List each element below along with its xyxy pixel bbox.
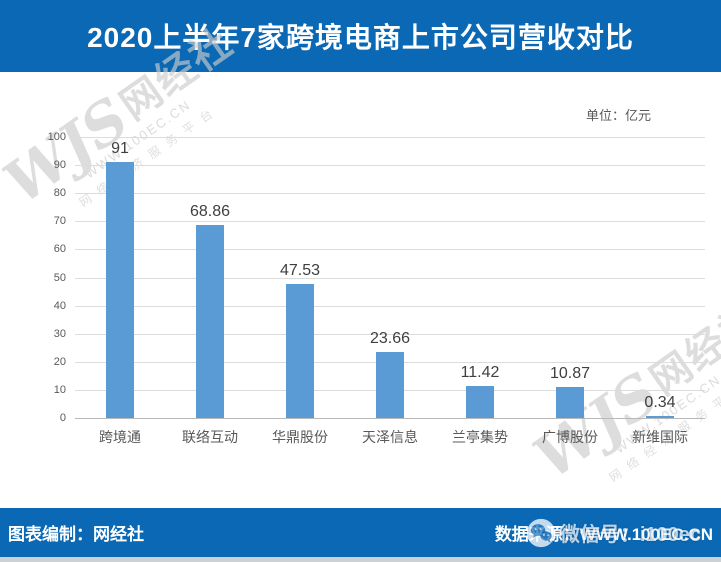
bar-column: 11.42 兰亭集势	[435, 137, 525, 445]
bar-value-label: 23.66	[369, 329, 411, 347]
bar-column: 68.86 联络互动	[165, 137, 255, 445]
header-bar: 2020上半年7家跨境电商上市公司营收对比	[0, 0, 721, 72]
chart-area: WJS 网经社 WWW.100EC.CN 网络经济服务平台 WJS 网经社 WW…	[0, 21, 721, 508]
footer-credit: 图表编制：网经社	[8, 525, 144, 544]
bar	[466, 385, 494, 418]
wechat-icon	[526, 518, 555, 547]
bar	[286, 284, 314, 418]
y-tick-label: 100	[47, 131, 66, 143]
wechat-overlay: 微信号：i100ec	[526, 518, 701, 548]
category-label: 天泽信息	[362, 429, 418, 445]
y-tick-label: 50	[53, 271, 66, 284]
gridline	[75, 193, 705, 195]
category-label: 华鼎股份	[272, 429, 328, 445]
y-tick-label: 90	[53, 159, 66, 172]
category-label: 兰亭集势	[452, 429, 508, 445]
page-title: 2020上半年7家跨境电商上市公司营收对比	[87, 22, 634, 53]
gridline	[75, 137, 705, 138]
y-tick-label: 0	[59, 412, 66, 424]
bar-value-label: 0.34	[644, 394, 676, 411]
bar	[196, 224, 224, 418]
y-tick-label: 40	[53, 299, 66, 312]
bar-value-label: 10.87	[549, 365, 591, 383]
wechat-id-label: 微信号：i100ec	[559, 524, 701, 546]
bar-column: 10.87 广博股份	[525, 137, 615, 445]
bar	[646, 416, 674, 418]
bars-row: 91 跨境通 68.86 联络互动 47.53 华鼎股份 23.66 天泽信息 11.42 兰亭集…	[75, 137, 705, 445]
y-tick-label: 10	[53, 383, 66, 396]
bar-column: 0.34 新维国际	[615, 137, 705, 445]
bar	[106, 162, 134, 418]
y-tick-label: 80	[53, 187, 66, 200]
y-tick-label: 60	[53, 243, 66, 256]
gridline	[75, 277, 705, 279]
gridline	[75, 305, 705, 307]
bottom-strip	[0, 557, 721, 562]
category-label: 联络互动	[182, 429, 238, 445]
footer-bar: 图表编制：网经社 数据来源：WWW.100EC.CN 微信号：i100ec	[0, 508, 721, 557]
gridline	[75, 333, 705, 335]
bar-value-label: 47.53	[279, 262, 321, 280]
gridline	[75, 221, 705, 223]
bar	[376, 351, 404, 418]
category-label: 广博股份	[542, 429, 598, 445]
gridline	[75, 165, 705, 167]
bar-value-label: 11.42	[460, 363, 500, 381]
gridline	[75, 249, 705, 251]
y-tick-label: 30	[53, 327, 66, 340]
bar	[556, 387, 584, 418]
y-tick-label: 20	[53, 355, 66, 368]
bar-value-label: 68.86	[189, 202, 231, 220]
bar-column: 23.66 天泽信息	[345, 137, 435, 445]
plot-area: 0 10 20 30 40 50 60 70 80 90 100 91 跨境通 68.86 联络互动 47.…	[48, 131, 705, 445]
unit-label: 单位：亿元	[585, 108, 651, 123]
category-label: 新维国际	[632, 429, 688, 445]
bar-column: 91 跨境通	[75, 137, 165, 445]
bar-column: 47.53 华鼎股份	[255, 137, 345, 445]
bar-value-label: 91	[111, 140, 129, 158]
category-label: 跨境通	[99, 429, 141, 445]
y-tick-label: 70	[53, 215, 66, 228]
